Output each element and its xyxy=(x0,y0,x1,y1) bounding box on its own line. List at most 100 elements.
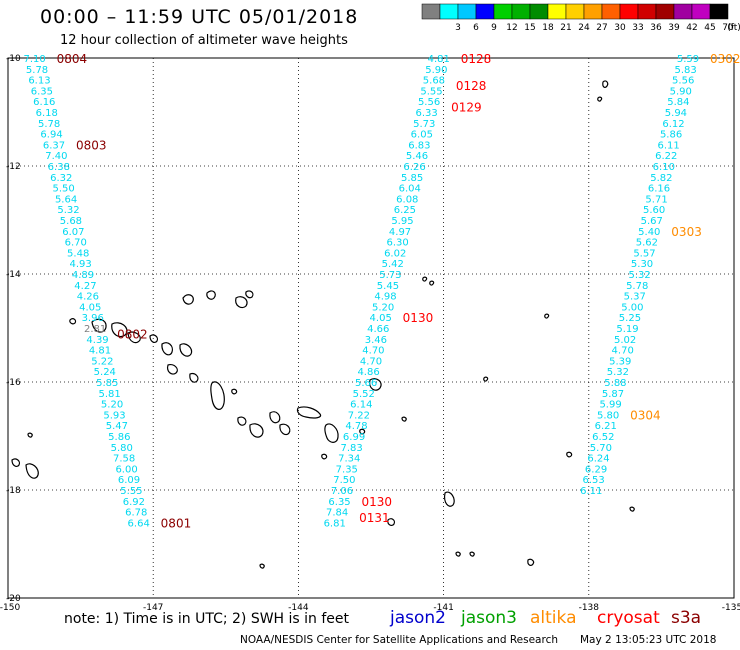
wave-height-value: 4.89 xyxy=(72,270,94,281)
wave-height-value: 6.29 xyxy=(585,464,607,475)
wave-height-value: 5.32 xyxy=(57,205,79,216)
wave-height-value: 7.50 xyxy=(333,475,355,486)
color-legend: 3 6 9 12 15 18 21 24 27 30 33 36 39 42 45 70(ft) xyxy=(421,3,740,33)
wave-height-value: 5.24 xyxy=(94,367,116,378)
time-label: 0803 xyxy=(76,138,107,152)
legend-value: 42 xyxy=(686,23,697,33)
wave-height-value: 5.82 xyxy=(650,173,672,184)
altimeter-tracks: 7.105.786.136.356.166.185.786.946.377.40… xyxy=(23,52,740,530)
wave-height-value: 4.66 xyxy=(367,324,389,335)
wave-height-value: 5.86 xyxy=(660,130,682,141)
wave-height-value: 6.30 xyxy=(386,238,408,249)
lat-tick-label: -14 xyxy=(6,270,21,280)
time-label: 0130 xyxy=(362,495,393,509)
time-label: 0802 xyxy=(117,327,148,341)
wave-height-value: 5.40 xyxy=(638,227,660,238)
lat-tick-label: -20 xyxy=(6,594,21,604)
legend-value: 36 xyxy=(650,23,662,33)
wave-height-value: 7.58 xyxy=(113,454,135,465)
wave-height-value: 5.19 xyxy=(616,324,638,335)
wave-height-value: 6.81 xyxy=(324,518,346,529)
wave-height-value: 6.37 xyxy=(43,140,65,151)
wave-height-value: 5.55 xyxy=(120,486,142,497)
wave-height-value: 5.86 xyxy=(108,432,130,443)
wave-height-value: 4.81 xyxy=(89,346,111,357)
wave-height-value: 6.33 xyxy=(416,108,438,119)
wave-height-value: 5.99 xyxy=(599,400,621,411)
wave-height-value: 6.21 xyxy=(595,421,617,432)
wave-height-value: 5.90 xyxy=(425,65,447,76)
wave-height-value: 7.10 xyxy=(23,54,45,65)
legend-value: 21 xyxy=(560,23,571,33)
wave-height-value: 6.02 xyxy=(384,248,406,259)
wave-height-value: 7.35 xyxy=(336,464,358,475)
wave-height-value: 2.81 xyxy=(84,324,106,335)
legend-swatch xyxy=(709,3,729,20)
legend-swatch xyxy=(475,3,495,20)
wave-height-value: 5.68 xyxy=(423,76,445,87)
wave-height-value: 6.13 xyxy=(28,76,50,87)
legend-swatch xyxy=(691,3,711,20)
wave-height-value: 4.78 xyxy=(345,421,367,432)
wave-height-value: 5.45 xyxy=(377,281,399,292)
wave-height-value: 3.96 xyxy=(82,313,104,324)
wave-height-value: 5.87 xyxy=(602,389,624,400)
wave-height-value: 4.26 xyxy=(77,292,99,303)
wave-height-value: 5.68 xyxy=(60,216,82,227)
wave-height-value: 5.62 xyxy=(636,238,658,249)
time-label: 0804 xyxy=(57,52,88,66)
wave-height-value: 6.04 xyxy=(399,184,421,195)
wave-height-value: 5.48 xyxy=(67,248,89,259)
satellite-jason2: jason2 xyxy=(390,608,446,628)
wave-height-value: 5.85 xyxy=(401,173,423,184)
map-frame xyxy=(7,57,735,599)
credit-line: NOAA/NESDIS Center for Satellite Applica… xyxy=(240,634,558,646)
wave-height-value: 4.39 xyxy=(86,335,108,346)
wave-height-value: 5.73 xyxy=(413,119,435,130)
satellite-altika: altika xyxy=(530,608,577,628)
wave-height-value: 5.46 xyxy=(406,151,428,162)
wave-height-value: 4.86 xyxy=(357,367,379,378)
satellite-cryosat: cryosat xyxy=(597,608,660,628)
wave-height-value: 5.90 xyxy=(670,86,692,97)
wave-height-value: 5.39 xyxy=(609,356,631,367)
wave-height-value: 6.83 xyxy=(408,140,430,151)
wave-height-value: 5.52 xyxy=(353,389,375,400)
lon-tick-label: -138 xyxy=(579,603,600,613)
page-subtitle: 12 hour collection of altimeter wave hei… xyxy=(60,33,348,48)
legend-swatch xyxy=(583,3,603,20)
wave-height-value: 5.95 xyxy=(391,216,413,227)
wave-height-value: 5.32 xyxy=(607,367,629,378)
legend-swatch xyxy=(421,3,441,20)
wave-height-value: 5.25 xyxy=(619,313,641,324)
wave-height-value: 6.14 xyxy=(350,400,372,411)
wave-height-value: 6.35 xyxy=(328,497,350,508)
legend-swatch xyxy=(457,3,477,20)
wave-height-value: 7.06 xyxy=(331,486,353,497)
time-label: 0129 xyxy=(451,101,482,115)
time-label: 0801 xyxy=(161,516,192,530)
wave-height-value: 6.94 xyxy=(40,130,62,141)
legend-swatch xyxy=(511,3,531,20)
wave-height-value: 6.00 xyxy=(115,464,137,475)
legend-swatch xyxy=(493,3,513,20)
legend-swatch xyxy=(529,3,549,20)
legend-value: 39 xyxy=(668,23,680,33)
wave-height-value: 5.73 xyxy=(379,270,401,281)
wave-height-value: 6.18 xyxy=(36,108,58,119)
legend-value: 24 xyxy=(578,23,590,33)
satellite-jason3: jason3 xyxy=(461,608,517,628)
wave-height-value: 5.30 xyxy=(631,259,653,270)
time-label: 0128 xyxy=(456,79,487,93)
legend-swatch xyxy=(601,3,621,20)
wave-height-value: 4.97 xyxy=(389,227,411,238)
legend-value: 18 xyxy=(542,23,554,33)
wave-height-value: 6.64 xyxy=(128,518,150,529)
wave-height-value: 6.78 xyxy=(125,508,147,519)
wave-height-value: 6.09 xyxy=(118,475,140,486)
wave-height-value: 6.10 xyxy=(653,162,675,173)
legend-swatch xyxy=(619,3,639,20)
lon-tick-label: -141 xyxy=(433,603,453,613)
wave-height-value: 4.93 xyxy=(69,259,91,270)
